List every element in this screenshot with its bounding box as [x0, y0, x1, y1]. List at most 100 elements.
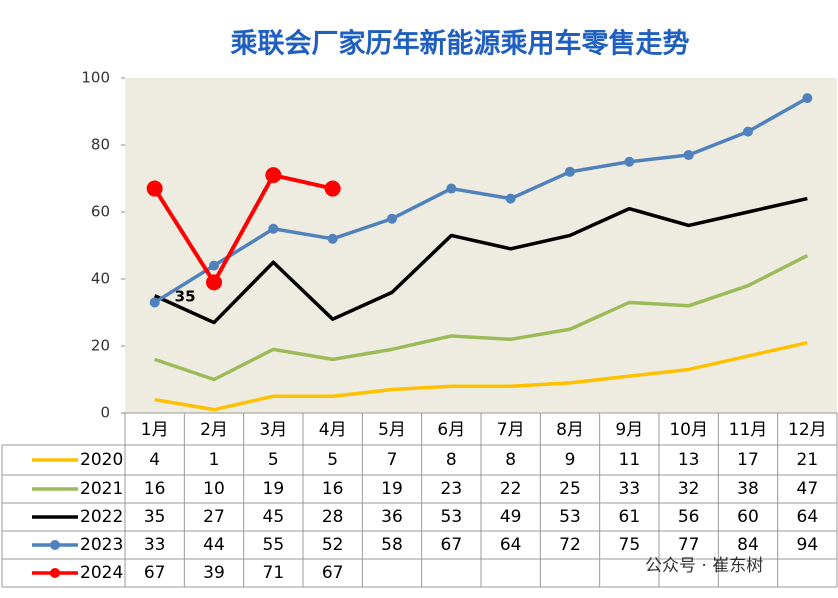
series-marker — [149, 297, 160, 308]
series-marker — [624, 156, 635, 167]
legend-marker — [50, 568, 60, 578]
table-value: 64 — [500, 535, 522, 555]
table-value: 27 — [203, 507, 225, 527]
series-line — [154, 253, 809, 382]
series-marker — [206, 274, 222, 291]
table-value: 16 — [322, 479, 344, 499]
x-tick-label: 3月 — [259, 420, 287, 440]
y-tick-label: 100 — [81, 69, 110, 87]
series-marker — [268, 223, 279, 234]
legend-label: 2020 — [80, 450, 123, 470]
series-line — [152, 173, 334, 285]
y-tick-label: 20 — [91, 337, 110, 355]
legend-marker — [50, 540, 60, 550]
table-value: 23 — [441, 479, 463, 499]
chart-title: 乘联会厂家历年新能源乘用车零售走势 — [230, 28, 690, 60]
table-value: 33 — [144, 535, 166, 555]
table-value: 17 — [737, 450, 759, 470]
y-tick-label: 80 — [91, 136, 110, 154]
table-value: 44 — [203, 535, 225, 555]
series-marker — [324, 180, 341, 197]
series-marker — [505, 193, 516, 204]
table-value: 8 — [446, 450, 457, 470]
x-tick-label: 11月 — [729, 420, 768, 440]
table-value: 19 — [263, 479, 285, 499]
table-value: 64 — [797, 507, 819, 527]
table-value: 77 — [678, 535, 700, 555]
table-value: 39 — [203, 563, 225, 583]
series-marker — [265, 167, 282, 184]
table-value: 47 — [797, 479, 819, 499]
series-marker — [683, 150, 694, 161]
table-value: 67 — [144, 563, 166, 583]
table-value: 28 — [322, 507, 344, 527]
x-tick-label: 6月 — [437, 420, 465, 440]
table-value: 21 — [797, 450, 819, 470]
x-tick-label: 1月 — [141, 420, 169, 440]
y-tick-label: 0 — [100, 404, 110, 422]
plot-area — [125, 78, 837, 413]
table-value: 94 — [797, 535, 819, 555]
table-value: 53 — [441, 507, 463, 527]
series-line — [153, 96, 809, 304]
series-marker — [327, 233, 338, 244]
table-value: 84 — [737, 535, 759, 555]
table-value: 32 — [678, 479, 700, 499]
watermark: 公众号 · 崔东树 — [645, 556, 763, 576]
table-value: 72 — [559, 535, 581, 555]
x-tick-label: 5月 — [378, 420, 406, 440]
table-value: 55 — [263, 535, 285, 555]
series-line — [153, 196, 808, 325]
table-value: 25 — [559, 479, 581, 499]
data-label: 35 — [175, 287, 196, 305]
x-tick-label: 10月 — [669, 420, 708, 440]
table-value: 9 — [565, 450, 576, 470]
y-tick-label: 40 — [91, 270, 110, 288]
legend-label: 2021 — [80, 479, 123, 499]
table-value: 16 — [144, 479, 166, 499]
x-tick-label: 2月 — [200, 420, 228, 440]
table-value: 36 — [381, 507, 403, 527]
series-marker — [146, 180, 163, 197]
series-line — [154, 340, 808, 412]
table-value: 61 — [619, 507, 641, 527]
table-value: 67 — [322, 563, 344, 583]
table-value: 52 — [322, 535, 344, 555]
table-value: 4 — [149, 450, 160, 470]
legend-label: 2024 — [80, 563, 123, 583]
y-tick-label: 60 — [91, 203, 110, 221]
legend-label: 2023 — [80, 535, 123, 555]
table-value: 45 — [263, 507, 285, 527]
table-value: 5 — [268, 450, 279, 470]
x-tick-label: 4月 — [319, 420, 347, 440]
table-value: 5 — [327, 450, 338, 470]
table-value: 58 — [381, 535, 403, 555]
table-value: 38 — [737, 479, 759, 499]
series-marker — [565, 166, 575, 177]
table-value: 22 — [500, 479, 522, 499]
series-marker — [743, 126, 753, 137]
table-value: 56 — [678, 507, 700, 527]
series-marker — [209, 260, 219, 271]
x-tick-label: 8月 — [556, 420, 584, 440]
table-value: 35 — [144, 507, 166, 527]
series-marker — [387, 213, 397, 224]
table-value: 1 — [209, 450, 220, 470]
table-value: 19 — [381, 479, 403, 499]
table-value: 8 — [505, 450, 516, 470]
table-value: 60 — [737, 507, 759, 527]
series-marker — [802, 93, 813, 104]
table-value: 10 — [203, 479, 225, 499]
table-value: 53 — [559, 507, 581, 527]
table-value: 13 — [678, 450, 700, 470]
series-marker — [446, 183, 457, 194]
legend-label: 2022 — [80, 507, 123, 527]
table-value: 75 — [619, 535, 641, 555]
table-value: 33 — [619, 479, 641, 499]
table-value: 7 — [387, 450, 398, 470]
table-value: 49 — [500, 507, 522, 527]
x-tick-label: 7月 — [497, 420, 525, 440]
table-value: 11 — [619, 450, 641, 470]
table-value: 67 — [441, 535, 463, 555]
